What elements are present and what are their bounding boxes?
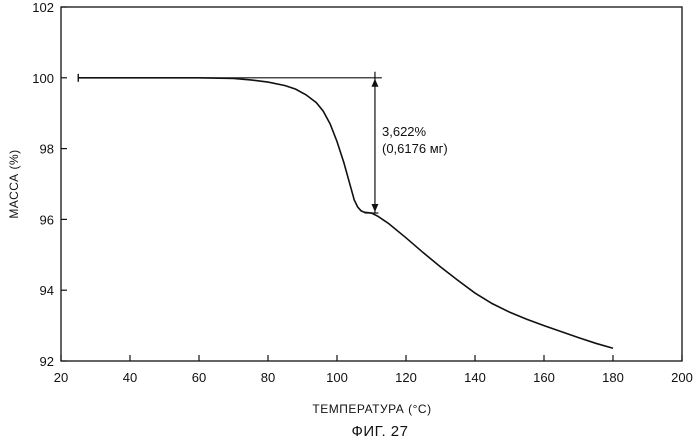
x-tick-label: 120 xyxy=(395,370,417,385)
y-tick-label: 94 xyxy=(40,283,54,298)
series-line-mass xyxy=(78,78,613,348)
y-tick-label: 102 xyxy=(32,0,54,15)
y-axis-title: МАССА (%) xyxy=(7,149,21,218)
step-arrow-head-top xyxy=(371,79,378,87)
y-tick-label: 96 xyxy=(40,212,54,227)
annotation-percent: 3,622% xyxy=(382,124,427,139)
x-tick-label: 20 xyxy=(54,370,68,385)
y-tick-label: 100 xyxy=(32,71,54,86)
annotation-lines xyxy=(78,72,382,213)
x-tick-label: 140 xyxy=(464,370,486,385)
x-tick-label: 80 xyxy=(261,370,275,385)
x-tick-label: 180 xyxy=(602,370,624,385)
step-arrow-head-bottom xyxy=(371,204,378,212)
x-tick-label: 100 xyxy=(326,370,348,385)
x-tick-label: 40 xyxy=(123,370,137,385)
figure-caption: ФИГ. 27 xyxy=(0,423,699,440)
plot-frame xyxy=(61,7,682,361)
y-tick-label: 98 xyxy=(40,142,54,157)
x-tick-label: 60 xyxy=(192,370,206,385)
y-tick-group: 92 94 96 98 100 102 xyxy=(32,0,67,369)
y-tick-label: 92 xyxy=(40,354,54,369)
annotation-mass: (0,6176 мг) xyxy=(382,141,448,156)
x-tick-label: 160 xyxy=(533,370,555,385)
x-axis-title: ТЕМПЕРАТУРА (°C) xyxy=(312,402,431,416)
x-tick-label: 200 xyxy=(671,370,693,385)
x-tick-group: 20 40 60 80 100 120 140 160 180 200 xyxy=(54,355,693,385)
